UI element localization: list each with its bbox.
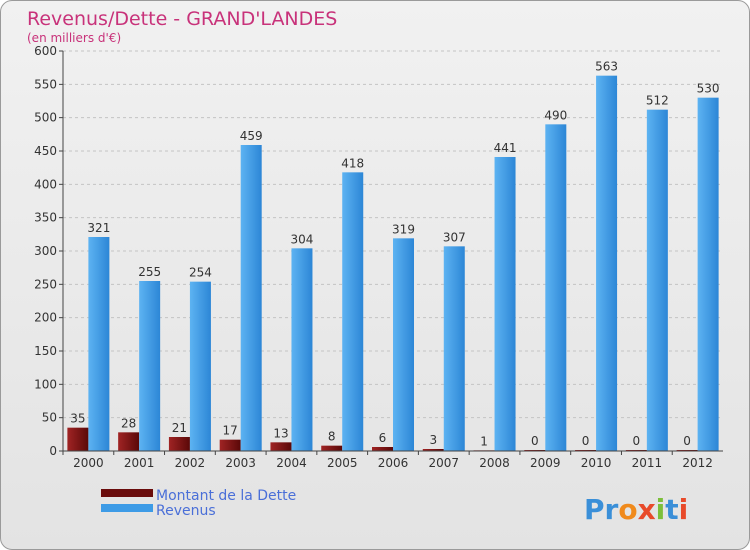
bar-revenue: [88, 237, 110, 451]
bar-debt: [270, 442, 292, 451]
bar-revenue: [139, 281, 161, 451]
x-tick-label: 2003: [225, 456, 256, 470]
value-label-debt: 0: [582, 434, 590, 448]
value-label-revenue: 459: [240, 129, 263, 143]
y-tick-label: 150: [34, 344, 57, 358]
value-label-revenue: 512: [646, 94, 669, 108]
bar-debt: [118, 432, 140, 451]
x-tick-label: 2012: [682, 456, 713, 470]
bar-revenue: [596, 75, 618, 452]
bar-revenue: [545, 124, 567, 451]
y-tick-label: 100: [34, 377, 57, 391]
value-label-debt: 6: [379, 431, 387, 445]
proxiti-logo: Proxiti: [584, 493, 688, 526]
bar-revenue: [443, 246, 465, 451]
x-tick-label: 2010: [581, 456, 612, 470]
x-axis-ticks: 2000 2001 2002 2003 2004 2005 2006 2007 2008 2009…: [62, 451, 713, 470]
logo-letter: t: [665, 493, 678, 526]
y-tick-label: 400: [34, 177, 57, 191]
value-label-revenue: 304: [291, 232, 314, 246]
logo-letter: i: [679, 493, 689, 526]
logo-letter: P: [584, 493, 605, 526]
bar-revenue: [189, 281, 211, 451]
value-label-debt: 0: [531, 434, 539, 448]
logo-letter: r: [605, 493, 619, 526]
bar-revenue: [494, 157, 516, 451]
value-label-revenue: 418: [341, 156, 364, 170]
logo-letter: i: [656, 493, 666, 526]
x-tick-label: 2004: [276, 456, 307, 470]
bar-debt: [168, 437, 190, 451]
legend: Montant de la Dette Revenus: [101, 488, 296, 519]
value-label-revenue: 321: [87, 221, 110, 235]
bar-debt: [372, 447, 393, 451]
x-tick-label: 2007: [428, 456, 459, 470]
logo-letter: x: [638, 493, 656, 526]
value-label-revenue: 441: [494, 141, 517, 155]
x-tick-label: 2006: [378, 456, 409, 470]
bar-revenue: [646, 109, 668, 452]
y-tick-label: 0: [49, 444, 57, 458]
value-label-debt: 8: [328, 430, 336, 444]
y-tick-label: 50: [42, 411, 57, 425]
logo-letter: o: [618, 493, 637, 526]
legend-swatch-revenue: [101, 504, 153, 512]
value-label-revenue: 254: [189, 266, 212, 280]
bar-debt: [321, 445, 343, 451]
value-label-debt: 0: [683, 434, 691, 448]
x-tick-label: 2009: [530, 456, 561, 470]
value-label-debt: 0: [633, 434, 641, 448]
value-label-revenue: 255: [138, 265, 161, 279]
legend-label-debt: Montant de la Dette: [156, 488, 296, 504]
y-tick-label: 450: [34, 144, 57, 158]
bar-revenue: [291, 248, 313, 451]
y-tick-label: 600: [34, 44, 57, 58]
value-label-revenue: 319: [392, 222, 415, 236]
bar-revenue: [342, 172, 364, 452]
bar-debt: [219, 439, 241, 451]
y-axis-ticks: 0 50 100 150 200 250 300 350 400 450 500 550 600: [34, 44, 63, 458]
x-tick-label: 2008: [479, 456, 510, 470]
value-label-debt: 35: [70, 412, 85, 426]
x-tick-label: 2011: [632, 456, 663, 470]
value-label-revenue: 530: [697, 82, 720, 96]
value-label-revenue: 563: [595, 60, 618, 74]
chart-title: Revenus/Dette - GRAND'LANDES: [27, 8, 337, 30]
bar-revenue: [393, 238, 414, 451]
value-label-revenue: 490: [544, 108, 567, 122]
bar-debt: [422, 449, 444, 451]
y-tick-label: 500: [34, 111, 57, 125]
y-tick-label: 200: [34, 311, 57, 325]
legend-swatch-debt: [101, 489, 153, 497]
y-tick-label: 550: [34, 77, 57, 91]
y-tick-label: 350: [34, 211, 57, 225]
y-tick-label: 300: [34, 244, 57, 258]
value-label-debt: 17: [223, 424, 238, 438]
bars: [67, 75, 719, 452]
value-label-revenue: 307: [443, 230, 466, 244]
x-tick-label: 2000: [73, 456, 104, 470]
x-tick-label: 2002: [175, 456, 206, 470]
x-tick-label: 2005: [327, 456, 358, 470]
value-label-debt: 3: [429, 433, 437, 447]
bar-revenue: [697, 97, 719, 452]
legend-label-revenue: Revenus: [156, 503, 216, 519]
bar-revenue: [240, 145, 262, 451]
y-tick-label: 250: [34, 277, 57, 291]
value-label-debt: 13: [273, 426, 288, 440]
value-labels: 35 321 28 255 21 254 17 459 13 304 8 418 6 319 3 307 1 44…: [70, 60, 719, 449]
chart-subtitle: (en milliers d'€): [27, 31, 121, 45]
value-label-debt: 1: [480, 434, 488, 448]
value-label-debt: 21: [172, 421, 187, 435]
x-tick-label: 2001: [124, 456, 155, 470]
bar-debt: [67, 427, 89, 451]
value-label-debt: 28: [121, 416, 136, 430]
